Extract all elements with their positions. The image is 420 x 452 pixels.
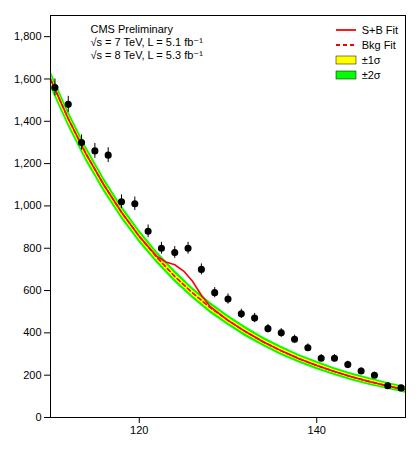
svg-text:800: 800 bbox=[23, 242, 41, 254]
svg-text:400: 400 bbox=[23, 326, 41, 338]
html-text:±2σ: ±2σ bbox=[361, 68, 381, 81]
svg-text:600: 600 bbox=[23, 284, 41, 296]
html-text:±1σ: ±1σ bbox=[361, 53, 381, 66]
svg-text:1,200: 1,200 bbox=[14, 157, 42, 169]
html-text:S+B Fit: S+B Fit bbox=[361, 23, 398, 36]
svg-text:120: 120 bbox=[130, 424, 148, 436]
svg-text:1,400: 1,400 bbox=[14, 115, 42, 127]
svg-text:0: 0 bbox=[35, 411, 41, 423]
svg-text:CMS Preliminary√s = 7 TeV, L =: CMS Preliminary√s = 7 TeV, L = 5.1 fb⁻¹√… bbox=[91, 23, 204, 61]
svg-text:200: 200 bbox=[23, 369, 41, 381]
svg-text:1,800: 1,800 bbox=[14, 30, 42, 42]
svg-text:1,000: 1,000 bbox=[14, 199, 42, 211]
html-text:Bkg Fit: Bkg Fit bbox=[361, 38, 396, 51]
svg-text:140: 140 bbox=[308, 424, 326, 436]
svg-text:1,600: 1,600 bbox=[14, 72, 42, 84]
